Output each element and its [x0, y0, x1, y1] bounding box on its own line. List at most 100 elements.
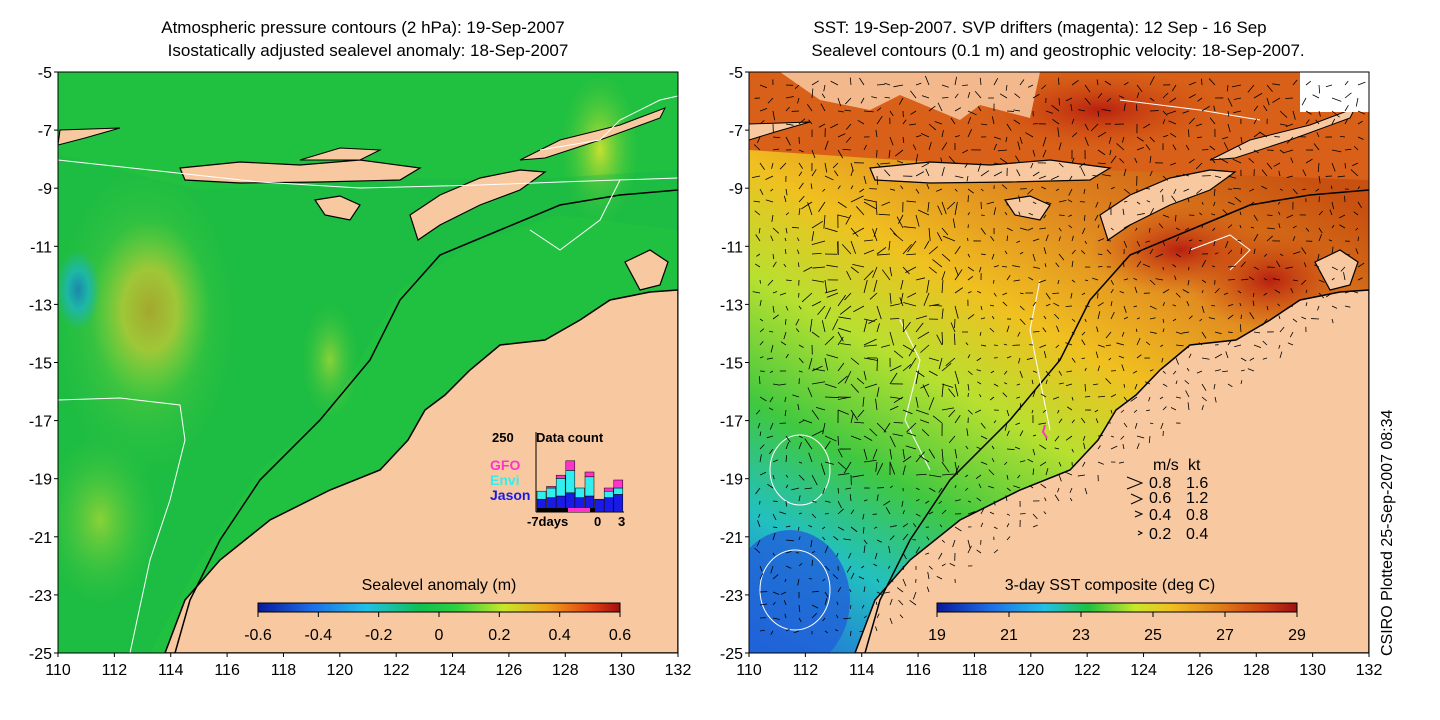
velocity-arrow [824, 227, 838, 233]
velocity-arrow [1122, 208, 1125, 216]
velocity-arrow [1057, 409, 1060, 414]
velocity-arrow [756, 539, 761, 547]
velocity-arrow [1263, 105, 1268, 112]
australia-land-right [854, 289, 1369, 653]
velocity-arrow [1211, 265, 1216, 268]
left-map-field [58, 72, 678, 653]
velocity-arrow [1097, 131, 1107, 138]
velocity-arrow [1201, 305, 1205, 314]
velocity-legend-ms: 0.6 [1149, 490, 1171, 507]
velocity-arrow [849, 77, 852, 86]
colorbar-tick-label: 25 [1144, 627, 1162, 644]
left-colorbar-label: Sealevel anomaly (m) [362, 577, 517, 594]
velocity-arrow [967, 291, 972, 294]
velocity-arrow [949, 563, 956, 567]
velocity-arrow [1032, 301, 1037, 307]
velocity-arrow [1174, 275, 1177, 281]
velocity-arrow [954, 465, 960, 476]
velocity-arrow [1331, 318, 1334, 324]
velocity-arrow [798, 435, 803, 439]
velocity-arrow [1169, 132, 1177, 138]
velocity-arrow [1239, 302, 1242, 307]
velocity-arrow [1058, 461, 1062, 467]
velocity-arrow [915, 214, 920, 227]
velocity-arrow [1019, 292, 1024, 295]
velocity-arrow [1019, 136, 1023, 144]
velocity-arrow [837, 500, 842, 509]
velocity-arrow [1097, 110, 1100, 117]
velocity-arrow [1019, 227, 1028, 231]
inset-legend-jason: Jason [490, 487, 530, 503]
velocity-arrow [1042, 149, 1047, 158]
velocity-arrow [821, 93, 826, 99]
lon-tick-label: 132 [1356, 662, 1383, 679]
velocity-arrow [993, 171, 1003, 177]
velocity-arrow [1032, 331, 1040, 333]
lat-tick-label: -5 [729, 65, 743, 82]
velocity-arrow [856, 377, 865, 385]
velocity-arrow [915, 154, 919, 164]
velocity-arrow [979, 77, 982, 86]
velocity-arrow [803, 266, 813, 272]
velocity-arrow [1134, 157, 1138, 164]
velocity-arrow [1188, 353, 1192, 359]
velocity-arrow [1357, 201, 1362, 209]
velocity-arrow [1056, 325, 1060, 333]
velocity-arrow [1331, 246, 1334, 255]
velocity-arrow [1041, 186, 1047, 190]
velocity-arrow [1123, 103, 1126, 112]
velocity-arrow [1221, 136, 1229, 140]
velocity-arrow [967, 116, 972, 125]
velocity-arrow [921, 429, 930, 437]
velocity-arrow [990, 370, 995, 374]
velocity-legend-row: 0.2 0.4 [1137, 526, 1208, 543]
velocity-arrow [1038, 279, 1047, 283]
velocity-arrow [889, 485, 893, 489]
velocity-arrow [1160, 422, 1164, 430]
velocity-arrow [1084, 123, 1089, 131]
lat-tick-label: -17 [720, 414, 743, 431]
velocity-arrow [868, 318, 878, 324]
velocity-arrow [1175, 175, 1184, 177]
velocity-arrow [811, 88, 814, 99]
velocity-arrow [926, 536, 930, 541]
credit-text: CSIRO Plotted 25-Sep-2007 08:34 [1379, 410, 1396, 656]
velocity-arrow [846, 565, 852, 573]
velocity-arrow [1069, 497, 1073, 502]
velocity-arrow [962, 149, 969, 154]
velocity-arrow [1040, 483, 1047, 489]
velocity-arrow [769, 396, 774, 403]
velocity-arrow [1278, 344, 1281, 349]
velocity-arrow [1149, 76, 1155, 86]
velocity-arrow [1081, 357, 1086, 360]
velocity-arrow [1196, 188, 1203, 194]
velocity-arrow [1146, 200, 1151, 203]
velocity-arrow [913, 523, 917, 528]
velocity-arrow [921, 95, 930, 99]
velocity-arrow [989, 511, 995, 515]
velocity-arrow [967, 314, 975, 320]
velocity-arrow [863, 270, 874, 281]
velocity-arrow [1175, 292, 1181, 298]
velocity-arrow [1123, 305, 1127, 313]
velocity-arrow [769, 370, 774, 373]
velocity-arrow [759, 454, 762, 463]
velocity-arrow [1195, 162, 1203, 170]
lon-tick-label: 126 [496, 662, 523, 679]
velocity-arrow [1094, 214, 1099, 221]
velocity-arrow [1253, 105, 1259, 112]
velocity-arrow [1162, 134, 1169, 138]
velocity-arrow [1084, 97, 1091, 105]
velocity-arrow [1069, 175, 1073, 181]
velocity-arrow [1188, 266, 1190, 271]
velocity-arrow [1209, 117, 1216, 125]
velocity-arrow [1081, 417, 1086, 424]
velocity-arrow [772, 305, 775, 313]
velocity-arrow [772, 459, 778, 463]
velocity-arrow [1263, 292, 1268, 296]
velocity-arrow [936, 334, 943, 346]
velocity-arrow [1149, 331, 1157, 334]
velocity-arrow [1026, 357, 1034, 360]
velocity-arrow [1253, 118, 1257, 125]
velocity-arrow [903, 226, 917, 229]
